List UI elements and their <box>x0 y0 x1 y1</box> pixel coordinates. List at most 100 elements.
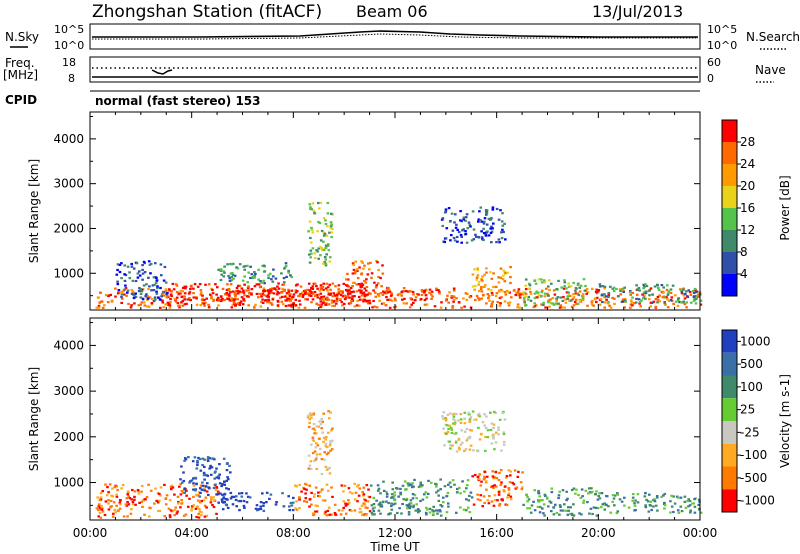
echo-cell <box>420 289 424 292</box>
echo-cell <box>249 276 252 280</box>
echo-cell <box>492 285 495 289</box>
echo-cell <box>491 434 495 437</box>
echo-cell <box>687 498 690 501</box>
echo-cell <box>164 497 168 500</box>
echo-cell <box>109 506 112 509</box>
echo-cell <box>663 501 666 504</box>
echo-cell <box>392 503 395 506</box>
echo-cell <box>263 270 266 273</box>
echo-cell <box>454 226 458 229</box>
echo-cell <box>466 506 470 509</box>
echo-cell <box>156 287 159 290</box>
echo-cell <box>515 291 518 294</box>
echo-cell <box>557 279 560 282</box>
echo-cell <box>166 301 170 304</box>
echo-cell <box>127 302 130 305</box>
echo-cell <box>492 477 496 480</box>
echo-cell <box>312 209 316 212</box>
echo-cell <box>215 476 219 479</box>
echo-cell <box>184 287 187 290</box>
echo-cell <box>611 296 614 300</box>
echo-cell <box>344 502 347 505</box>
echo-cell <box>485 209 489 212</box>
echo-cell <box>129 512 133 515</box>
echo-cell <box>630 301 634 304</box>
echo-cell <box>580 513 583 516</box>
echo-cell <box>548 500 552 503</box>
echo-cell <box>115 504 118 507</box>
echo-cell <box>476 268 480 272</box>
echo-cell <box>656 284 659 287</box>
echo-cell <box>502 274 505 277</box>
echo-cell <box>379 512 382 515</box>
echo-cell <box>217 298 221 301</box>
echo-cell <box>366 506 369 509</box>
echo-cell <box>318 221 322 225</box>
echo-cell <box>441 496 445 499</box>
echo-cell <box>312 495 316 498</box>
echo-cell <box>335 299 339 303</box>
echo-cell <box>272 268 275 271</box>
echo-cell <box>131 500 135 503</box>
echo-cell <box>250 293 253 296</box>
echo-cell <box>376 261 379 264</box>
echo-cell <box>595 296 599 299</box>
echo-cell <box>378 503 381 506</box>
echo-cell <box>353 272 357 275</box>
echo-cell <box>472 238 476 241</box>
echo-cell <box>504 238 507 241</box>
echo-cell <box>507 304 511 307</box>
echo-cell <box>399 292 402 295</box>
echo-cell <box>452 418 455 421</box>
echo-cell <box>537 491 540 494</box>
echo-cell <box>485 488 488 491</box>
echo-cell <box>307 425 311 429</box>
echo-cell <box>572 293 575 296</box>
echo-cell <box>228 464 231 467</box>
echo-cell <box>197 456 200 460</box>
echo-cell <box>237 500 240 503</box>
echo-cell <box>327 451 330 454</box>
echo-cell <box>126 265 130 268</box>
echo-cell <box>320 472 324 476</box>
echo-cell <box>575 287 578 290</box>
echo-cell <box>126 493 129 496</box>
echo-cell <box>321 420 324 423</box>
echo-cell <box>387 513 390 516</box>
echo-cell <box>180 502 183 505</box>
echo-cell <box>486 436 490 439</box>
echo-cell <box>298 498 301 501</box>
echo-cell <box>257 508 260 511</box>
echo-cell <box>153 502 156 505</box>
echo-cell <box>555 297 558 300</box>
echo-cell <box>185 302 188 305</box>
echo-cell <box>215 293 218 296</box>
echo-cell <box>470 496 474 499</box>
echo-cell <box>477 283 480 286</box>
echo-cell <box>431 509 434 512</box>
echo-cell <box>287 288 290 291</box>
echo-cell <box>155 292 159 295</box>
echo-cell <box>450 296 453 299</box>
echo-cell <box>343 302 346 305</box>
echo-cell <box>466 479 470 482</box>
echo-cell <box>146 297 150 300</box>
echo-cell <box>281 303 285 306</box>
echo-cell <box>299 293 302 296</box>
echo-cell <box>202 302 206 305</box>
echo-cell <box>304 291 307 294</box>
echo-cell <box>589 507 593 510</box>
echo-cell <box>483 273 486 276</box>
freq-strip-frame <box>89 56 701 83</box>
echo-cell <box>478 210 481 213</box>
echo-cell <box>260 300 263 304</box>
echo-cell <box>100 508 104 511</box>
echo-cell <box>316 296 320 299</box>
echo-cell <box>235 286 239 290</box>
echo-cell <box>428 291 431 294</box>
echo-cell <box>545 287 548 290</box>
echo-cell <box>299 285 303 288</box>
y-tick-label: 4000 <box>53 338 84 352</box>
echo-cell <box>109 499 113 503</box>
echo-cell <box>129 306 133 309</box>
